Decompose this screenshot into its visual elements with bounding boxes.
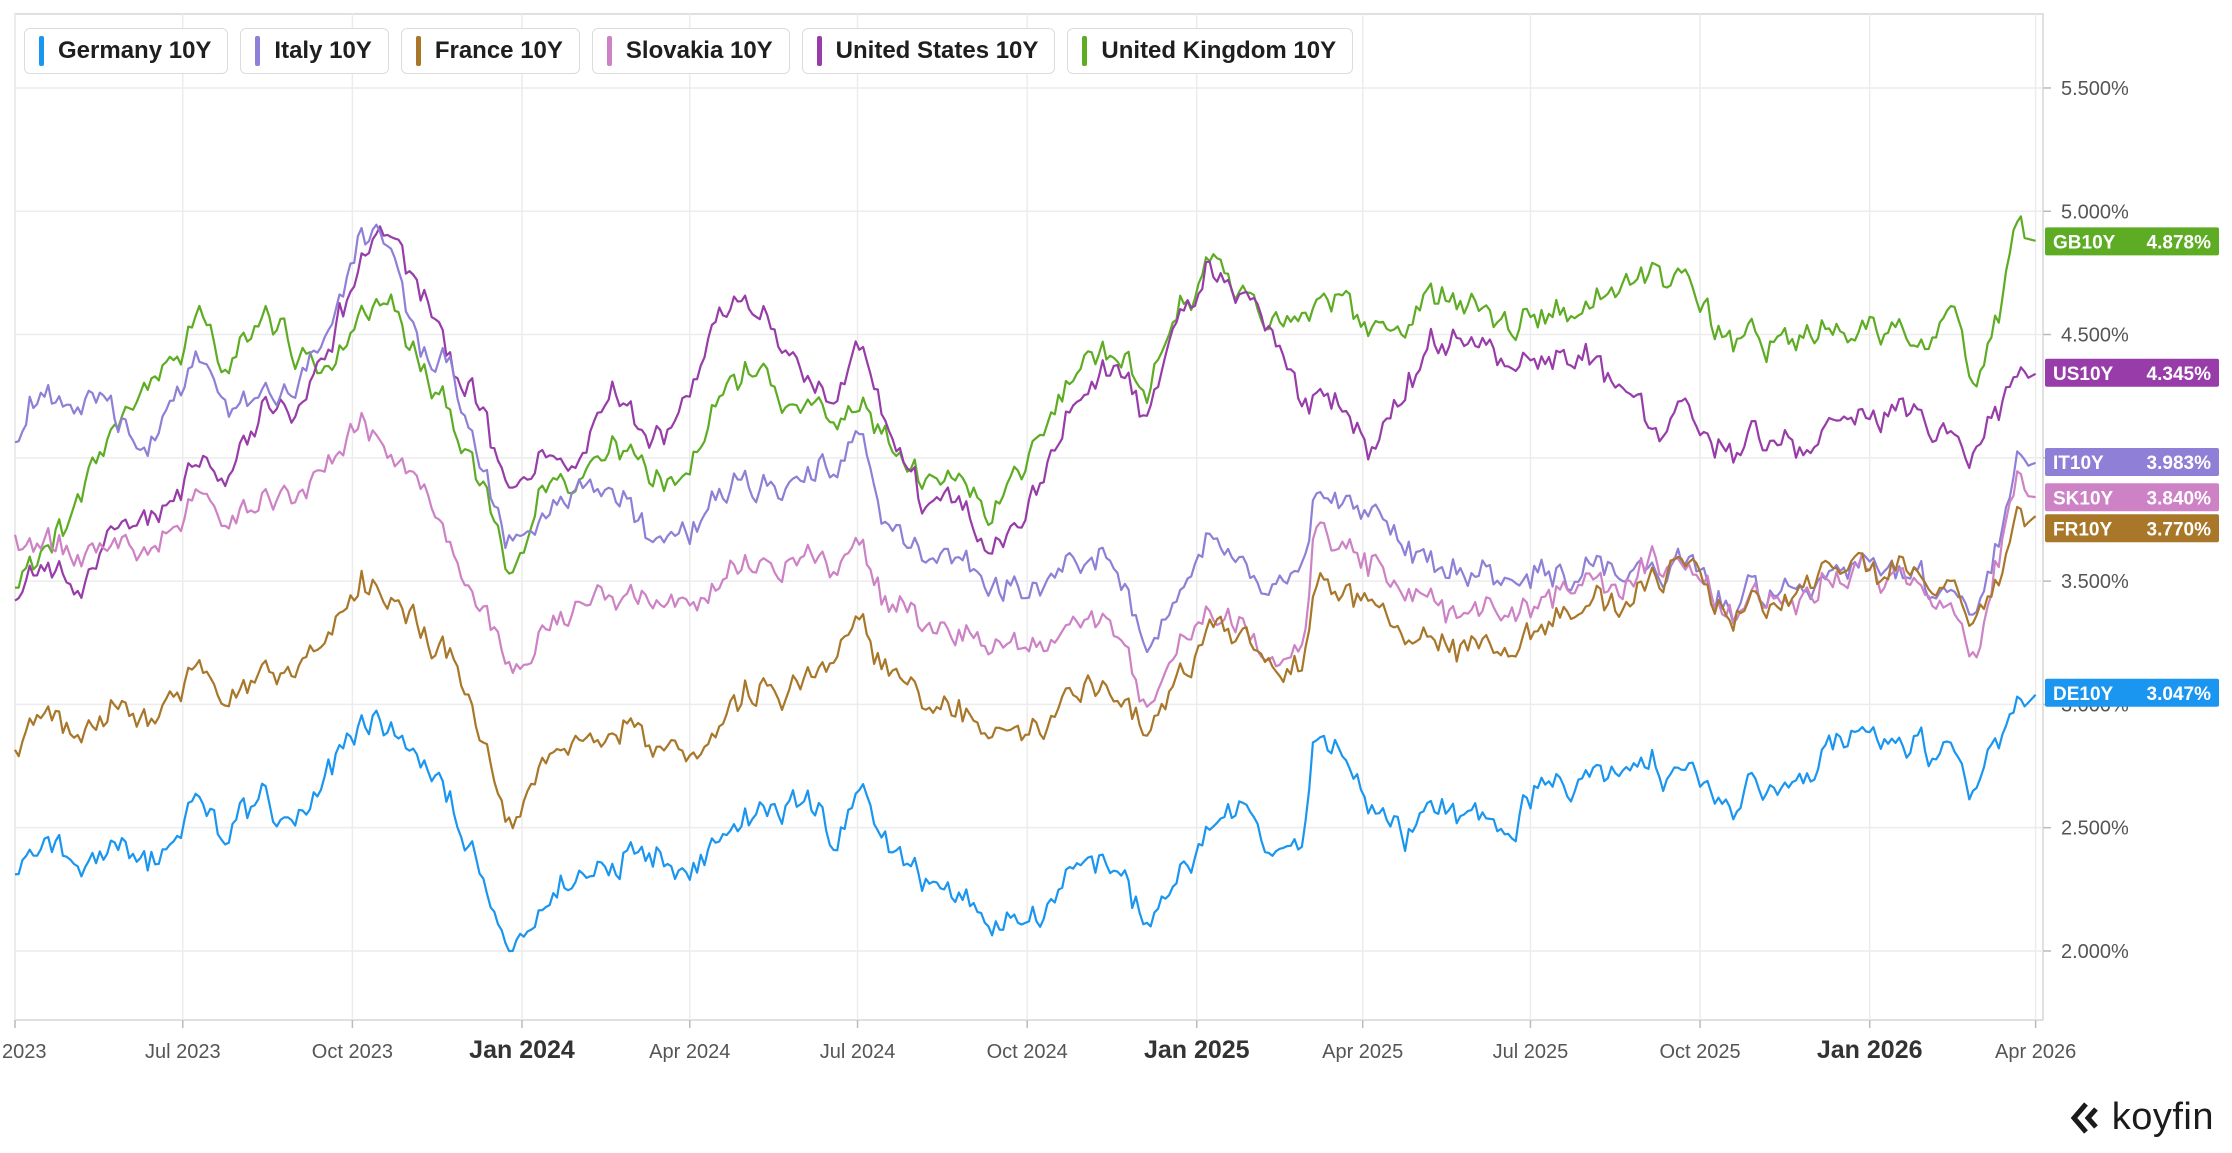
y-tick-label: 5.000%: [2061, 201, 2129, 223]
legend-item-united-kingdom[interactable]: United Kingdom 10Y: [1067, 28, 1354, 74]
tag-series-code: GB10Y: [2053, 232, 2116, 253]
legend-label: United States 10Y: [835, 37, 1039, 64]
x-tick-label: Apr 2025: [1322, 1041, 1403, 1063]
series-line-gb10y: [15, 215, 2036, 589]
tag-background: [2045, 358, 2219, 387]
legend-swatch: [816, 36, 822, 66]
x-tick-label: Jan 2024: [469, 1036, 575, 1064]
last-value-tag-fr10y: FR10Y 3.770%: [2045, 514, 2219, 543]
legend-swatch: [1082, 36, 1088, 66]
legend: Germany 10Y Italy 10Y France 10Y Slovaki…: [24, 28, 1354, 74]
legend-label: France 10Y: [434, 37, 563, 64]
x-tick-label: Jul 2024: [820, 1041, 896, 1063]
series-line-us10y: [14, 225, 2037, 602]
plot-frame: [14, 13, 2044, 1021]
legend-item-slovakia[interactable]: Slovakia 10Y: [591, 28, 790, 74]
tag-value: 3.840%: [2147, 488, 2212, 509]
series-lines: [13, 215, 2037, 953]
x-tick-label: Apr 2026: [1995, 1041, 2076, 1063]
tag-series-code: US10Y: [2053, 364, 2114, 385]
y-tick-label: 2.000%: [2061, 941, 2129, 963]
legend-swatch: [39, 36, 44, 66]
tag-value: 3.983%: [2147, 453, 2212, 474]
series-line-fr10y: [14, 505, 2037, 830]
legend-label: Slovakia 10Y: [625, 37, 773, 64]
y-tick-label: 3.500%: [2061, 571, 2129, 593]
tag-background: [2045, 227, 2219, 256]
legend-item-france[interactable]: France 10Y: [400, 28, 580, 74]
brand-name: koyfin: [2111, 1096, 2214, 1138]
y-tick-label: 4.500%: [2061, 325, 2129, 347]
legend-swatch: [606, 36, 612, 66]
x-tick-label: Jul 2023: [145, 1041, 221, 1063]
tag-value: 4.878%: [2147, 232, 2212, 253]
last-value-labels: GB10Y 4.878% US10Y 4.345% IT10Y 3.983% SK10Y 3.…: [2045, 227, 2219, 707]
y-tick-label: 5.500%: [2061, 78, 2129, 100]
axes: 2.000%2.500%3.000%3.500%4.000%4.500%5.00…: [2, 78, 2129, 1064]
series-line-sk10y: [13, 411, 2036, 708]
koyfin-logo-icon: [2070, 1101, 2098, 1134]
legend-label: Italy 10Y: [274, 37, 372, 64]
tag-value: 3.047%: [2147, 684, 2212, 705]
x-tick-label: Apr 2024: [649, 1041, 730, 1063]
last-value-tag-sk10y: SK10Y 3.840%: [2045, 483, 2219, 512]
tag-background: [2045, 514, 2219, 543]
tag-series-code: FR10Y: [2053, 519, 2112, 540]
legend-label: Germany 10Y: [58, 37, 212, 64]
series-line-de10y: [14, 694, 2037, 953]
legend-label: United Kingdom 10Y: [1101, 37, 1337, 64]
legend-item-italy[interactable]: Italy 10Y: [240, 28, 389, 74]
x-tick-label: Oct 2025: [1659, 1041, 1740, 1063]
koyfin-logo: koyfin: [2070, 1096, 2214, 1139]
tag-background: [2045, 483, 2219, 512]
tag-series-code: DE10Y: [2053, 684, 2114, 705]
legend-item-germany[interactable]: Germany 10Y: [24, 28, 229, 74]
last-value-tag-us10y: US10Y 4.345%: [2045, 358, 2219, 387]
x-tick-label: Oct 2024: [987, 1041, 1068, 1063]
last-value-tag-gb10y: GB10Y 4.878%: [2045, 227, 2219, 256]
legend-swatch: [255, 36, 261, 66]
grid-lines: [14, 13, 2044, 1021]
x-tick-label: Oct 2023: [312, 1041, 393, 1063]
x-tick-label: Jan 2026: [1817, 1036, 1923, 1064]
last-value-tag-de10y: DE10Y 3.047%: [2045, 678, 2219, 707]
series-line-it10y: [14, 223, 2036, 654]
tag-value: 3.770%: [2147, 519, 2212, 540]
legend-item-united-states[interactable]: United States 10Y: [801, 28, 1056, 74]
x-tick-label: 2023: [2, 1041, 47, 1063]
tag-background: [2045, 678, 2219, 707]
x-tick-label: Jan 2025: [1144, 1036, 1250, 1064]
x-tick-label: Jul 2025: [1493, 1041, 1569, 1063]
legend-swatch: [415, 36, 421, 66]
tag-series-code: SK10Y: [2053, 488, 2114, 509]
tag-background: [2045, 448, 2219, 477]
tag-value: 4.345%: [2147, 364, 2212, 385]
last-value-tag-it10y: IT10Y 3.983%: [2045, 448, 2219, 477]
tag-series-code: IT10Y: [2053, 453, 2104, 474]
y-tick-label: 2.500%: [2061, 818, 2129, 840]
